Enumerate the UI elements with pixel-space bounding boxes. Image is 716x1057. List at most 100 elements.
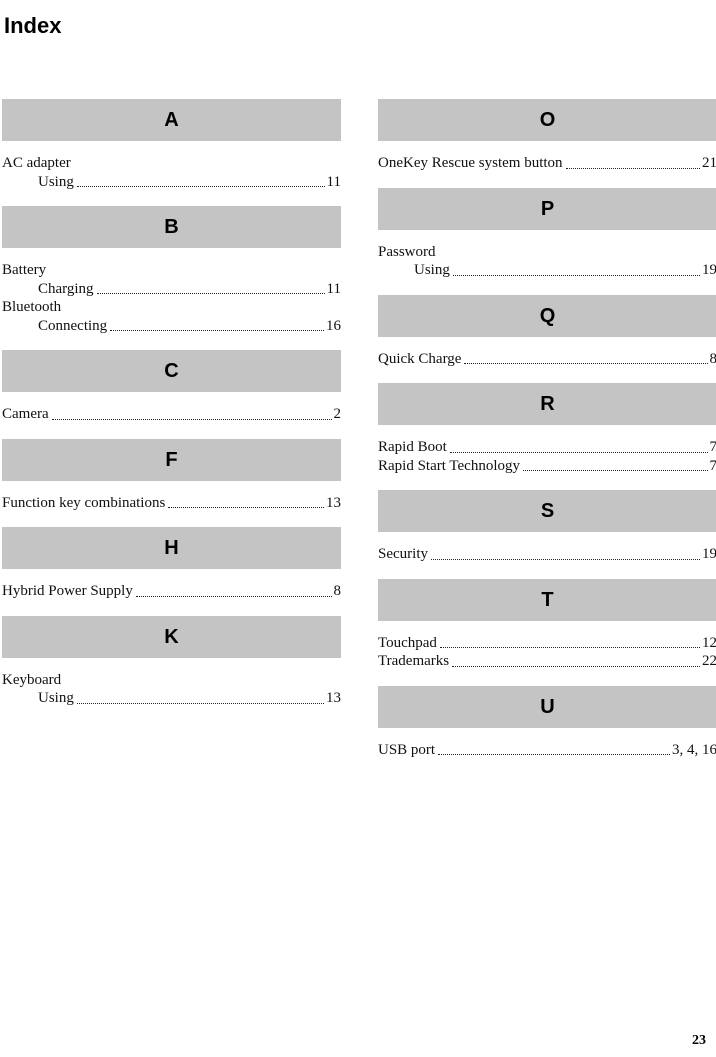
dot-leader xyxy=(523,470,708,471)
index-section-u: U USB port 3, 4, 16 xyxy=(378,685,716,760)
index-entry: Battery xyxy=(2,261,341,280)
dot-leader xyxy=(96,293,325,294)
section-letter-header: S xyxy=(378,490,716,532)
entry-label: Password xyxy=(378,243,436,260)
entry-label: Security xyxy=(378,546,428,562)
entry-label: OneKey Rescue system button xyxy=(378,155,563,171)
index-entry: Rapid Start Technology 7 xyxy=(378,457,716,476)
entry-page-number: 8 xyxy=(333,583,342,599)
section-letter-header: O xyxy=(378,99,716,141)
index-section-b: B Battery Charging 11 Bluetooth Connecting 16 xyxy=(2,206,341,335)
entry-page-number: 3, 4, 16 xyxy=(672,741,716,758)
index-entry: Trademarks 22 xyxy=(378,652,716,671)
index-section-t: T Touchpad 12 Trademarks 22 xyxy=(378,578,716,671)
index-section-a: A AC adapter Using 11 xyxy=(2,99,341,191)
entry-label: Function key combinations xyxy=(2,494,166,511)
index-column-right: O OneKey Rescue system button 21 P Password U… xyxy=(378,99,716,774)
page-title: Index xyxy=(4,12,62,38)
dot-leader xyxy=(565,167,700,169)
index-entry: Password xyxy=(378,243,716,262)
entry-page-number: 11 xyxy=(326,280,341,297)
entry-page-number: 11 xyxy=(326,173,341,190)
dot-leader xyxy=(431,558,700,560)
index-entry: Rapid Boot 7 xyxy=(378,438,716,457)
index-entry: USB port 3, 4, 16 xyxy=(378,741,716,760)
dot-leader xyxy=(439,647,700,648)
index-entry: Quick Charge 8 xyxy=(378,350,716,369)
section-letter-header: R xyxy=(378,383,716,425)
entry-label: Quick Charge xyxy=(378,350,462,367)
entry-page-number: 13 xyxy=(326,690,341,706)
index-entry: Hybrid Power Supply 8 xyxy=(2,582,341,601)
entry-label: USB port xyxy=(378,741,436,758)
dot-leader xyxy=(110,330,324,331)
entry-page-number: 2 xyxy=(333,406,342,422)
index-section-p: P Password Using 19 xyxy=(378,187,716,280)
entry-label: Bluetooth xyxy=(2,299,62,315)
entry-label: Rapid Start Technology xyxy=(378,457,520,474)
entry-label: Connecting xyxy=(38,317,108,334)
index-entry: Camera 2 xyxy=(2,405,341,424)
index-entry: Using 19 xyxy=(378,261,716,280)
entry-label: Trademarks xyxy=(378,653,450,669)
entry-page-number: 19 xyxy=(702,262,716,278)
section-letter-header: U xyxy=(378,685,716,728)
index-section-h: H Hybrid Power Supply 8 xyxy=(2,527,341,601)
index-column-left: A AC adapter Using 11 B Battery Charging 11 Blue… xyxy=(2,99,341,774)
entry-label: Touchpad xyxy=(378,634,437,651)
index-section-c: C Camera 2 xyxy=(2,350,341,424)
dot-leader xyxy=(452,274,700,276)
entry-page-number: 8 xyxy=(709,350,716,367)
entry-label: Using xyxy=(414,262,450,278)
index-entry: Connecting 16 xyxy=(2,317,341,336)
index-entry: Charging 11 xyxy=(2,280,341,299)
dot-leader xyxy=(168,507,324,508)
entry-label: Using xyxy=(38,690,74,706)
entry-label: Rapid Boot xyxy=(378,439,447,455)
index-entry: Function key combinations 13 xyxy=(2,494,341,513)
dot-leader xyxy=(76,702,324,704)
entry-page-number: 22 xyxy=(702,653,716,669)
entry-label: AC adapter xyxy=(2,155,71,171)
dot-leader xyxy=(449,451,708,453)
dot-leader xyxy=(438,754,670,755)
index-section-s: S Security 19 xyxy=(378,490,716,564)
section-letter-header: P xyxy=(378,187,716,230)
index-entry: Using 11 xyxy=(2,173,341,192)
index-section-k: K Keyboard Using 13 xyxy=(2,615,341,708)
index-section-r: R Rapid Boot 7 Rapid Start Technology 7 xyxy=(378,383,716,475)
index-section-f: F Function key combinations 13 xyxy=(2,438,341,513)
entry-label: Charging xyxy=(38,280,94,297)
index-entry: Security 19 xyxy=(378,545,716,564)
index-entry: Keyboard xyxy=(2,671,341,690)
dot-leader xyxy=(76,186,325,187)
dot-leader xyxy=(135,595,332,597)
section-letter-header: H xyxy=(2,527,341,569)
section-letter-header: C xyxy=(2,350,341,392)
entry-label: Keyboard xyxy=(2,671,62,688)
section-letter-header: Q xyxy=(378,294,716,337)
entry-page-number: 7 xyxy=(709,457,716,474)
index-entry: Touchpad 12 xyxy=(378,634,716,653)
section-letter-header: T xyxy=(378,578,716,621)
entry-label: Camera xyxy=(2,406,49,422)
entry-page-number: 21 xyxy=(702,155,716,171)
page-number: 23 xyxy=(692,1033,706,1048)
section-letter-header: B xyxy=(2,206,341,248)
index-section-q: Q Quick Charge 8 xyxy=(378,294,716,369)
entry-label: Hybrid Power Supply xyxy=(2,583,133,599)
entry-page-number: 12 xyxy=(702,634,716,651)
entry-page-number: 16 xyxy=(326,317,341,334)
entry-label: Using xyxy=(38,173,74,190)
section-letter-header: A xyxy=(2,99,341,141)
section-letter-header: K xyxy=(2,615,341,658)
index-entry: OneKey Rescue system button 21 xyxy=(378,154,716,173)
index-columns: A AC adapter Using 11 B Battery Charging 11 Blue… xyxy=(2,99,716,774)
index-entry: Using 13 xyxy=(2,689,341,708)
entry-page-number: 7 xyxy=(709,439,716,455)
entry-label: Battery xyxy=(2,262,47,278)
section-letter-header: F xyxy=(2,438,341,481)
dot-leader xyxy=(452,665,700,667)
index-section-o: O OneKey Rescue system button 21 xyxy=(378,99,716,173)
